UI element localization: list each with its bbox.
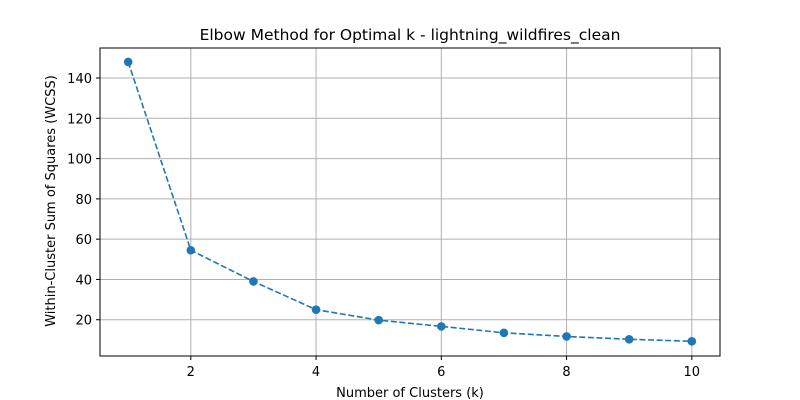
x-tick-label: 10	[684, 365, 701, 380]
series-layer	[123, 57, 697, 346]
ticks: 2 4 6 8 10 20 40 60 80 100 120 140	[67, 72, 700, 380]
y-tick-label: 60	[75, 233, 92, 248]
chart-title: Elbow Method for Optimal k - lightning_w…	[200, 26, 621, 45]
y-tick-label: 20	[75, 314, 92, 329]
data-point	[374, 315, 383, 325]
data-point	[186, 245, 196, 255]
data-point	[249, 277, 258, 286]
y-tick-label: 40	[75, 273, 92, 288]
x-tick-label: 2	[187, 365, 195, 380]
plot-area-frame	[99, 47, 721, 357]
data-point	[123, 57, 133, 67]
data-point	[499, 328, 509, 338]
y-tick-label: 80	[75, 193, 92, 208]
y-tick-label: 120	[67, 112, 92, 127]
data-point	[311, 305, 321, 314]
x-tick-label: 4	[312, 365, 320, 380]
data-point	[437, 322, 446, 331]
x-tick-label: 6	[437, 365, 445, 380]
data-point	[687, 336, 697, 346]
grid	[100, 48, 720, 356]
y-tick-label: 100	[67, 153, 92, 168]
y-tick-label: 140	[67, 72, 92, 87]
wcss-line	[127, 61, 692, 343]
data-point	[562, 332, 571, 341]
data-point	[624, 334, 634, 344]
x-tick-label: 8	[562, 365, 570, 380]
y-axis-title: Within-Cluster Sum of Squares (WCSS)	[44, 75, 59, 327]
x-axis-title: Number of Clusters (k)	[336, 386, 484, 400]
